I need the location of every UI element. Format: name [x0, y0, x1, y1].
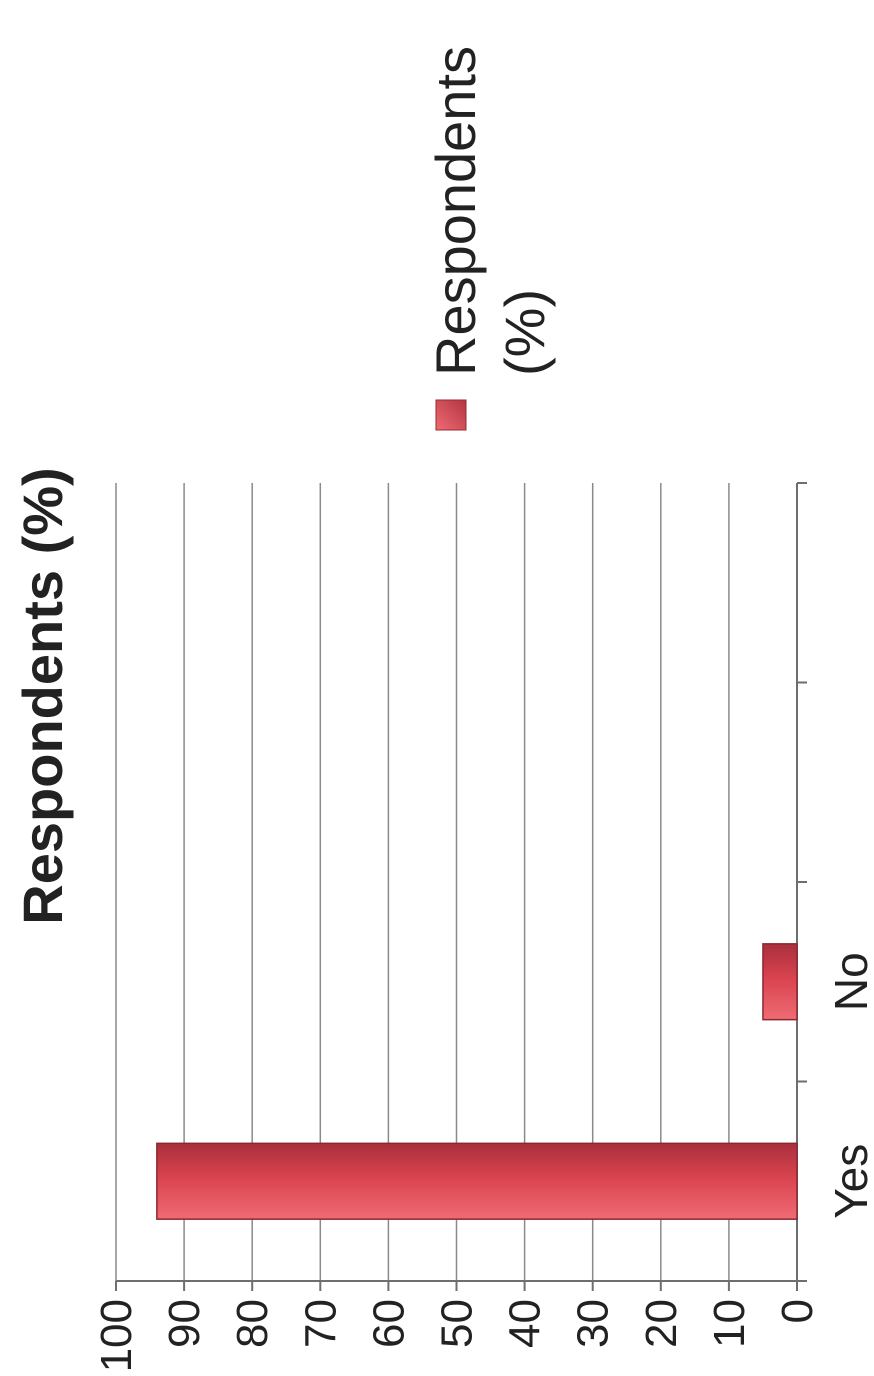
tick-label-20: 20	[637, 1299, 686, 1348]
category-label-yes: Yes	[825, 1144, 874, 1219]
plot-area: 0 10 20 30 40 50 60 70 80 90 100 Yes No	[92, 483, 874, 1372]
legend-label-line2: (%)	[493, 289, 556, 376]
legend: Respondents (%)	[424, 46, 556, 430]
tick-label-100: 100	[92, 1299, 141, 1372]
tick-label-80: 80	[228, 1299, 277, 1348]
category-label-no: No	[825, 952, 874, 1011]
tick-label-30: 30	[569, 1299, 618, 1348]
legend-swatch	[436, 400, 466, 430]
tick-label-10: 10	[705, 1299, 754, 1348]
bar-no	[763, 944, 797, 1020]
tick-label-50: 50	[433, 1299, 482, 1348]
legend-label-line1: Respondents	[424, 46, 487, 376]
tick-label-60: 60	[364, 1299, 413, 1348]
chart-title: Respondents (%)	[11, 467, 74, 924]
tick-label-90: 90	[160, 1299, 209, 1348]
bar-yes	[157, 1143, 797, 1219]
tick-label-0: 0	[773, 1299, 822, 1323]
tick-label-40: 40	[501, 1299, 550, 1348]
tick-label-70: 70	[296, 1299, 345, 1348]
